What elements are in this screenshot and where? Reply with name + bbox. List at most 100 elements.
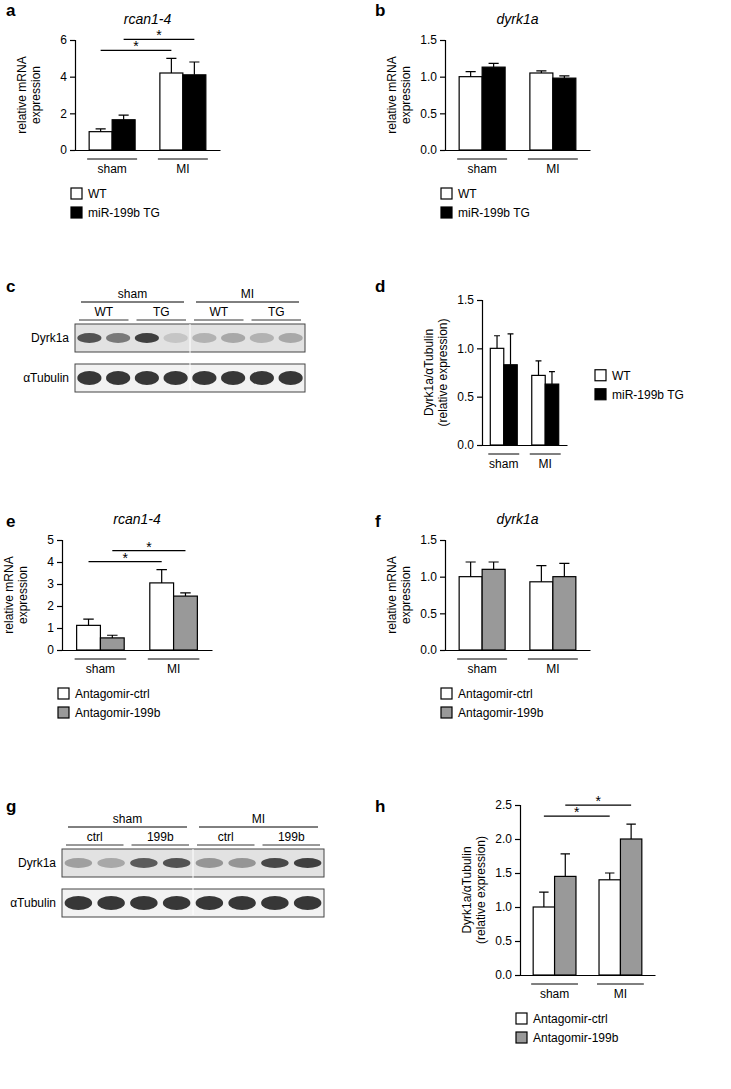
error-bar <box>539 892 548 907</box>
group-underline <box>68 827 187 828</box>
legend-item: WT <box>595 369 631 383</box>
category-underline <box>457 159 507 160</box>
y-tick-label: 2 <box>60 107 67 121</box>
category-underline <box>488 454 519 455</box>
y-tick: 2.5 <box>495 798 520 812</box>
y-tick: 1.0 <box>420 70 445 84</box>
x-axis: shamMI <box>63 650 213 676</box>
x-tick-label: MI <box>546 162 559 176</box>
blot: shamMIctrl199bctrl199bDyrk1aαTubulin <box>10 812 324 917</box>
y-axis-title: expression <box>16 566 30 624</box>
error-bar <box>559 563 569 576</box>
x-tick-label: sham <box>467 662 496 676</box>
bar <box>553 78 576 150</box>
y-tick-label: 1.0 <box>495 900 512 914</box>
lane-label: TG <box>268 305 285 319</box>
blot-band <box>164 333 188 343</box>
error-bar <box>605 873 614 880</box>
x-tick-label: sham <box>489 457 518 471</box>
legend-item: miR-199b TG <box>71 206 160 220</box>
legend-label: Antagomir-ctrl <box>75 687 150 701</box>
figure: a0246shamMIrcan1-4relative mRNAexpressio… <box>0 0 731 1089</box>
legend-swatch <box>71 188 82 199</box>
y-tick: 1.5 <box>420 533 445 547</box>
blot-band <box>135 371 159 385</box>
blot-band <box>279 333 303 343</box>
legend: WT miR-199b TG <box>595 369 684 402</box>
blot-band <box>130 896 158 910</box>
significance-label: * <box>146 539 152 555</box>
y-tick-mark <box>70 150 75 151</box>
y-tick-label: 5 <box>47 533 54 547</box>
legend-swatch <box>58 707 69 718</box>
bar <box>183 75 206 150</box>
lane-underline <box>252 320 302 321</box>
blot-band <box>97 896 125 910</box>
y-tick: 1.0 <box>457 342 482 356</box>
y-tick: 1.5 <box>495 866 520 880</box>
lane-underline <box>197 845 255 846</box>
legend-item: miR-199b TG <box>595 388 684 402</box>
row-label: Dyrk1a <box>18 856 56 870</box>
legend: Antagomir-ctrlAntagomir-199b <box>58 687 161 720</box>
y-axis: 0.00.51.01.5 <box>457 293 482 452</box>
legend-label: Antagomir-ctrl <box>533 1012 608 1026</box>
bar <box>555 876 576 975</box>
significance-label: * <box>156 27 162 43</box>
y-tick-label: 1.0 <box>420 70 437 84</box>
y-tick-label: 0.5 <box>420 107 437 121</box>
y-tick: 1.0 <box>420 570 445 584</box>
y-tick: 0.0 <box>457 438 482 452</box>
bar <box>150 583 174 650</box>
y-tick-mark <box>57 628 62 629</box>
error-bar <box>559 76 569 78</box>
x-tick: MI <box>167 650 180 676</box>
y-axis-line <box>440 541 446 651</box>
x-axis: sham MI <box>483 445 568 471</box>
y-tick-mark <box>440 613 445 614</box>
y-axis-line <box>57 541 63 651</box>
y-tick-label: 1 <box>47 621 54 635</box>
y-tick: 2 <box>60 107 75 121</box>
blot-band <box>192 333 216 343</box>
chart-title: rcan1-4 <box>113 511 161 527</box>
blot-band <box>163 858 191 868</box>
y-tick: 5 <box>47 533 62 547</box>
group-label: MI <box>241 287 254 301</box>
y-tick-mark <box>515 975 520 976</box>
bar <box>620 839 641 975</box>
x-tick-label: MI <box>176 162 189 176</box>
category-underline <box>457 659 507 660</box>
y-tick: 2.0 <box>495 832 520 846</box>
y-axis-line <box>515 806 521 976</box>
error-bar <box>83 619 93 625</box>
bar <box>112 120 135 150</box>
blot-band <box>77 371 101 385</box>
y-tick: 2 <box>47 599 62 613</box>
y-axis-title: expression <box>399 566 413 624</box>
lane-underline <box>79 320 129 321</box>
y-tick: 3 <box>47 577 62 591</box>
bar <box>77 625 101 650</box>
y-axis-line <box>477 301 483 446</box>
bar <box>504 365 517 445</box>
y-tick-label: 1.5 <box>457 293 474 307</box>
bar <box>553 577 576 650</box>
y-tick-mark <box>515 839 520 840</box>
blot-band <box>65 896 93 910</box>
blot-band <box>106 371 130 385</box>
bar <box>174 596 198 650</box>
group-label: MI <box>252 812 265 826</box>
legend-label: Antagomir-199b <box>533 1031 619 1045</box>
error-bar <box>96 129 106 132</box>
group-underline <box>81 302 184 303</box>
y-tick-label: 4 <box>60 70 67 84</box>
legend-swatch <box>441 188 452 199</box>
x-tick: MI <box>539 445 552 471</box>
y-axis-line <box>440 41 446 151</box>
blot-band <box>294 858 322 868</box>
group-underline <box>196 302 299 303</box>
error-bar <box>494 336 500 349</box>
legend-label: miR-199b TG <box>458 206 530 220</box>
y-tick-label: 1.0 <box>457 342 474 356</box>
